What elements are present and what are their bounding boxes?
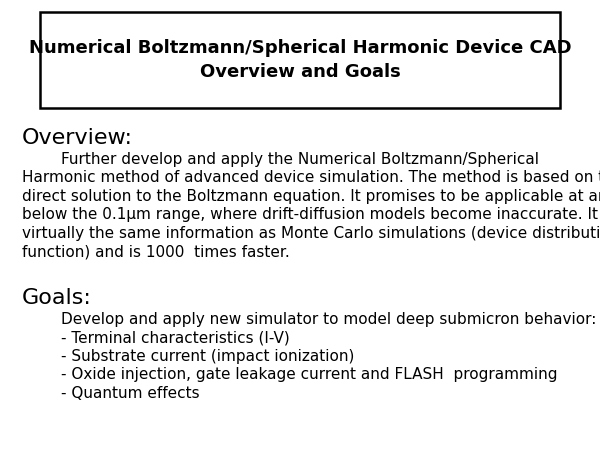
Text: Further develop and apply the Numerical Boltzmann/Spherical: Further develop and apply the Numerical … <box>22 152 539 167</box>
Text: Overview:: Overview: <box>22 128 133 148</box>
Text: - Terminal characteristics (I-V): - Terminal characteristics (I-V) <box>22 330 290 346</box>
Text: - Oxide injection, gate leakage current and FLASH  programming: - Oxide injection, gate leakage current … <box>22 368 557 382</box>
FancyBboxPatch shape <box>40 12 560 108</box>
Text: direct solution to the Boltzmann equation. It promises to be applicable at and: direct solution to the Boltzmann equatio… <box>22 189 600 204</box>
Text: Develop and apply new simulator to model deep submicron behavior:: Develop and apply new simulator to model… <box>22 312 596 327</box>
Text: - Substrate current (impact ionization): - Substrate current (impact ionization) <box>22 349 355 364</box>
Text: Numerical Boltzmann/Spherical Harmonic Device CAD: Numerical Boltzmann/Spherical Harmonic D… <box>29 39 571 57</box>
Text: Harmonic method of advanced device simulation. The method is based on the: Harmonic method of advanced device simul… <box>22 171 600 185</box>
Text: Overview and Goals: Overview and Goals <box>200 63 400 81</box>
Text: below the 0.1μm range, where drift-diffusion models become inaccurate. It gives: below the 0.1μm range, where drift-diffu… <box>22 207 600 222</box>
Text: virtually the same information as Monte Carlo simulations (device distribution: virtually the same information as Monte … <box>22 226 600 241</box>
Text: function) and is 1000  times faster.: function) and is 1000 times faster. <box>22 244 290 260</box>
Text: - Quantum effects: - Quantum effects <box>22 386 200 401</box>
Text: Goals:: Goals: <box>22 288 92 308</box>
